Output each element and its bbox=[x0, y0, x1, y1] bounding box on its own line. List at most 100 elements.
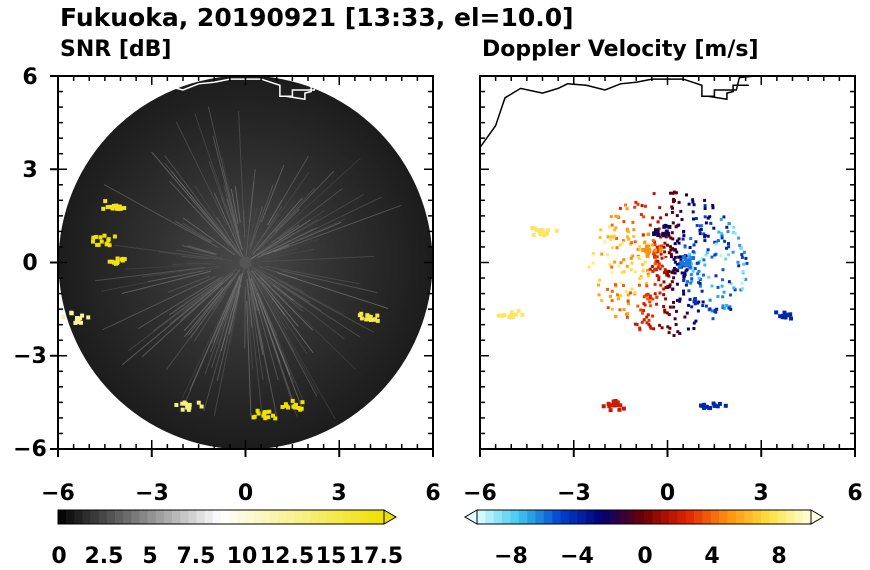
doppler-pixel bbox=[626, 312, 630, 315]
snr-ray bbox=[268, 276, 311, 303]
doppler-pixel bbox=[646, 313, 650, 317]
doppler-pixel bbox=[658, 291, 662, 295]
radar-site-marker bbox=[662, 257, 673, 268]
echo-pixel bbox=[199, 404, 204, 409]
echo-pixel bbox=[116, 206, 121, 211]
colorbar-bin bbox=[593, 510, 603, 524]
doppler-pixel bbox=[671, 287, 675, 291]
echo-pixel bbox=[102, 233, 107, 238]
colorbar-bin bbox=[302, 510, 311, 524]
doppler-pixel bbox=[652, 252, 656, 256]
doppler-pixel bbox=[615, 246, 619, 250]
snr-ray bbox=[258, 187, 315, 249]
doppler-pixel bbox=[691, 250, 695, 254]
doppler-pixel bbox=[681, 237, 685, 241]
doppler-pixel bbox=[608, 294, 612, 298]
doppler-pixel bbox=[660, 326, 664, 330]
echo-pixel bbox=[656, 233, 661, 237]
doppler-pixel bbox=[692, 243, 696, 247]
echo-pixel bbox=[679, 260, 684, 265]
echo-cluster bbox=[530, 226, 559, 238]
colorbar-bin bbox=[351, 510, 360, 524]
doppler-pixel bbox=[630, 241, 634, 245]
doppler-pixel bbox=[603, 240, 607, 244]
doppler-pixel bbox=[691, 269, 695, 273]
echo-pixel bbox=[273, 416, 278, 421]
doppler-pixel bbox=[616, 297, 620, 301]
echo-pixel bbox=[653, 248, 658, 253]
colorbar-bin bbox=[685, 510, 695, 524]
colorbar-bin bbox=[343, 510, 352, 524]
echo-pixel bbox=[359, 311, 364, 316]
doppler-pixel bbox=[646, 232, 650, 236]
colorbar-bin bbox=[652, 510, 661, 524]
snr-ray bbox=[249, 184, 274, 251]
snr-ray bbox=[172, 269, 236, 314]
echo-pixel bbox=[534, 228, 539, 232]
doppler-pixel bbox=[713, 240, 717, 244]
snr-ray bbox=[121, 281, 223, 366]
doppler-pixel bbox=[622, 284, 625, 287]
echo-pixel bbox=[75, 316, 80, 321]
doppler-pixel bbox=[658, 206, 662, 210]
doppler-pixel bbox=[729, 293, 732, 297]
doppler-pixel bbox=[643, 303, 647, 307]
doppler-pixel bbox=[701, 304, 705, 308]
colorbar-bin bbox=[552, 510, 561, 524]
doppler-pixel bbox=[638, 328, 642, 332]
doppler-pixel bbox=[647, 318, 651, 322]
doppler-pixel bbox=[656, 265, 660, 269]
snr-colorbar bbox=[57, 509, 397, 525]
doppler-pixel bbox=[632, 228, 636, 232]
colorbar-bin bbox=[568, 510, 578, 524]
echo-pixel bbox=[185, 405, 190, 410]
snr-ray bbox=[248, 208, 258, 249]
doppler-pixel bbox=[587, 265, 591, 269]
colorbar-bin bbox=[261, 510, 271, 524]
doppler-pixel bbox=[648, 223, 652, 227]
snr-ray bbox=[164, 155, 240, 255]
echo-pixel bbox=[69, 311, 74, 316]
echo-pixel bbox=[499, 313, 504, 318]
doppler-pixel bbox=[669, 252, 673, 256]
snr-ray bbox=[258, 300, 294, 402]
doppler-pixel bbox=[710, 255, 714, 259]
doppler-pixel bbox=[675, 214, 679, 218]
snr-ray bbox=[250, 219, 311, 260]
doppler-pixel bbox=[712, 226, 716, 230]
colorbar-tick-label: 17.5 bbox=[349, 544, 403, 569]
echo-pixel bbox=[621, 406, 626, 411]
echo-pixel bbox=[545, 231, 549, 236]
echo-pixel bbox=[196, 400, 201, 405]
doppler-pixel bbox=[740, 253, 744, 257]
doppler-x-tick-labels: −6 −3 0 3 6 bbox=[463, 481, 863, 506]
doppler-pixel bbox=[646, 272, 650, 276]
doppler-pixel bbox=[610, 265, 614, 269]
doppler-pixel bbox=[653, 282, 657, 286]
x-tick-label: −3 bbox=[135, 481, 169, 506]
doppler-pixel bbox=[666, 271, 670, 275]
snr-x-tick-labels: −6 −3 0 3 6 bbox=[41, 481, 441, 506]
snr-ray bbox=[167, 275, 210, 293]
colorbar-bin bbox=[74, 510, 83, 524]
doppler-pixel bbox=[692, 300, 696, 304]
doppler-pixel bbox=[640, 255, 643, 259]
snr-ray bbox=[209, 278, 229, 298]
colorbar-bin bbox=[367, 510, 377, 524]
snr-ray bbox=[254, 269, 345, 340]
colorbar-bin bbox=[335, 510, 344, 524]
doppler-pixel bbox=[668, 283, 672, 287]
doppler-pixel bbox=[606, 235, 610, 239]
echo-cluster bbox=[280, 398, 305, 412]
echo-pixel bbox=[112, 234, 117, 239]
doppler-pixel bbox=[732, 286, 736, 290]
doppler-pixel bbox=[694, 299, 698, 303]
echo-pixel bbox=[61, 315, 66, 319]
doppler-pixel bbox=[641, 263, 645, 267]
snr-ray bbox=[223, 185, 243, 251]
doppler-pixel bbox=[643, 260, 647, 264]
doppler-pixel bbox=[619, 261, 623, 265]
doppler-pixel bbox=[700, 289, 704, 293]
doppler-pixel bbox=[662, 245, 666, 249]
echo-pixel bbox=[681, 255, 686, 259]
